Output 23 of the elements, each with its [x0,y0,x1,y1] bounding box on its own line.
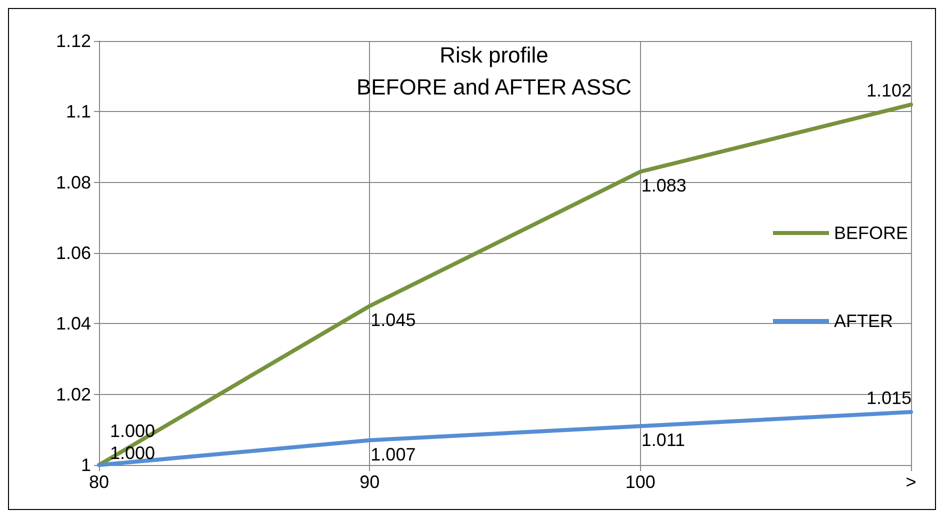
data-label: 1.083 [641,176,686,196]
text: BEFORE and AFTER ASSC [356,74,632,100]
y-tick-label: 1.12 [56,31,91,51]
chart-title: Risk profile [440,42,548,68]
y-tick-label: 1 [80,455,91,475]
data-label: 1.015 [866,388,912,408]
y-tick-label: 1.1 [66,102,91,122]
legend-label: BEFORE [834,223,908,243]
line-series [97,410,913,467]
y-tick-label: 1.04 [56,314,91,334]
legend-label: AFTER [834,311,894,331]
data-label: 1.011 [641,430,686,450]
y-tick-label: 1.02 [56,384,91,404]
data-label: 1.000 [110,421,156,441]
y-tick-label: 1.08 [56,172,91,192]
x-tick-label: 90 [360,472,380,492]
data-label: 1.102 [866,80,912,101]
x-tick-label: 100 [625,472,656,492]
x-tick-label: 80 [88,472,110,492]
data-label: 1.045 [370,310,416,330]
data-label: 1.007 [370,444,416,464]
x-tick-label: > [906,472,916,492]
y-tick-label: 1.06 [56,243,91,263]
